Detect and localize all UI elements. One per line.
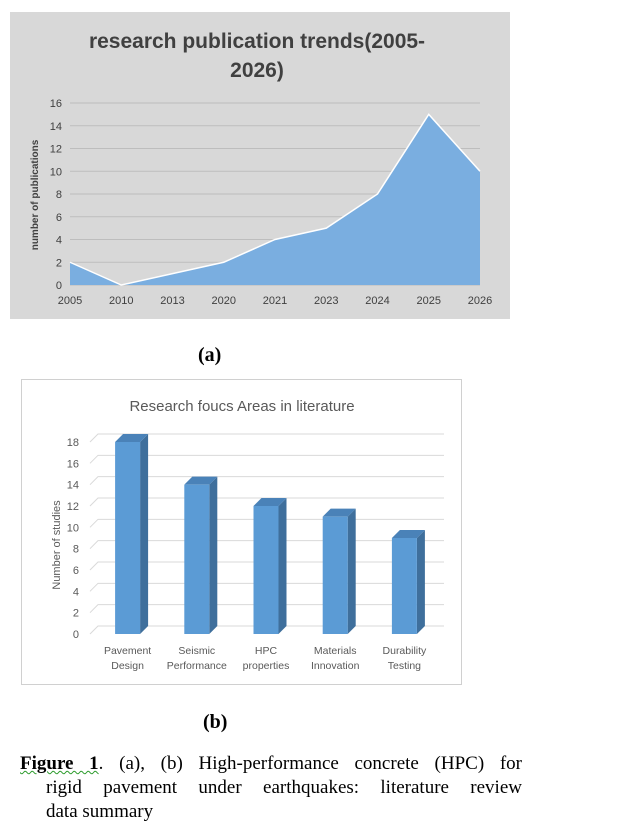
chart-b-bar-top [322, 508, 356, 517]
chart-b-x-tick-label: Testing [388, 660, 421, 672]
chart-b-y-tick-label: 8 [73, 544, 79, 556]
chart-b-y-tick-label: 6 [73, 565, 79, 577]
chart-b-y-tick-label: 0 [73, 629, 79, 641]
chart-b-bar-materials-innovation [322, 508, 356, 634]
chart-b-bar-side [347, 508, 356, 634]
chart-b-bar-top [184, 476, 218, 485]
chart-a-area-line [69, 113, 481, 286]
caption-line-3: data summary [46, 801, 154, 822]
chart-b-bar-top [391, 530, 425, 538]
chart-b-y-tick-label: 12 [67, 501, 79, 513]
chart-b-gridline [89, 476, 444, 486]
chart-b-x-tick-label: properties [243, 660, 290, 672]
chart-b-x-ticks: Pavement Design Seismic Performance HPC prope… [104, 645, 427, 672]
chart-a-y-tick-label: 10 [50, 166, 62, 178]
chart-a: research publication trends(2005- 2026) … [30, 30, 492, 307]
chart-b-x-tick-label: Innovation [311, 660, 360, 672]
chart-b-bar-seismic-performance [184, 476, 218, 634]
chart-b-y-tick-label: 4 [73, 586, 79, 598]
chart-b-y-axis-label: Number of studies [51, 500, 63, 590]
chart-b-bar-side [278, 498, 287, 634]
chart-b-panel: Research foucs Areas in literature 0 2 4 6 8… [21, 379, 462, 685]
chart-a-gridlines [70, 102, 480, 286]
chart-a-y-tick-label: 0 [56, 280, 62, 292]
chart-a-x-tick-label: 2021 [263, 295, 287, 307]
chart-b-x-tick-label: Pavement [104, 645, 151, 657]
chart-b-bar-hpc-properties [253, 498, 287, 634]
chart-b-gridline [89, 497, 444, 507]
chart-a-y-tick-label: 2 [56, 257, 62, 269]
chart-b-bar-durability-testing [391, 530, 425, 634]
chart-b-x-tick-label: Design [111, 660, 144, 672]
chart-a-x-tick-label: 2026 [468, 295, 492, 307]
figure-number: Figure 1 [20, 753, 99, 774]
chart-b-bar-front [115, 442, 141, 634]
chart-b-y-ticks: 0 2 4 6 8 10 12 14 16 18 [67, 437, 79, 641]
chart-a-y-tick-label: 12 [50, 144, 62, 156]
chart-b-y-tick-label: 16 [67, 458, 79, 470]
chart-b-x-tick-label: Performance [167, 660, 227, 672]
chart-b-bar-side [416, 530, 425, 634]
chart-b-x-tick-label: Durability [383, 645, 428, 657]
chart-a-y-tick-label: 4 [56, 235, 62, 247]
chart-a-x-tick-label: 2013 [160, 295, 184, 307]
chart-b-bar-front [322, 516, 348, 634]
chart-b-title: Research foucs Areas in literature [129, 398, 354, 415]
chart-b-x-tick-label: Materials [314, 645, 357, 657]
chart-b-gridline [89, 454, 444, 464]
chart-b-bar-front [391, 538, 417, 634]
chart-a-y-ticks: 0 2 4 6 8 10 12 14 16 [50, 98, 62, 292]
chart-a-x-tick-label: 2020 [212, 295, 236, 307]
chart-b-y-tick-label: 10 [67, 522, 79, 534]
chart-b-x-tick-label: HPC [255, 645, 278, 657]
chart-a-x-tick-label: 2005 [58, 295, 82, 307]
chart-a-title-line-1: research publication trends(2005- [89, 30, 425, 53]
chart-b-bars [115, 434, 425, 634]
chart-a-area-fill [70, 114, 480, 285]
chart-b-bar-top [253, 498, 287, 506]
chart-b-bar-front [184, 484, 210, 634]
chart-b-y-tick-label: 2 [73, 608, 79, 620]
chart-a-y-axis-label: number of publications [30, 139, 41, 250]
chart-a-area-series [69, 113, 481, 286]
chart-a-y-tick-label: 14 [50, 121, 62, 133]
chart-b-bar-top [115, 434, 149, 442]
panel-label-b: (b) [203, 711, 228, 733]
chart-b-y-tick-label: 14 [67, 480, 79, 492]
panel-label-a: (a) [198, 344, 222, 366]
chart-b-bar-side [140, 434, 149, 634]
chart-a-x-tick-label: 2023 [314, 295, 338, 307]
chart-a-x-tick-label: 2025 [417, 295, 441, 307]
chart-b-bar-side [209, 476, 218, 634]
chart-a-x-tick-label: 2024 [365, 295, 389, 307]
chart-a-y-tick-label: 8 [56, 189, 62, 201]
chart-a-x-tick-label: 2010 [109, 295, 133, 307]
chart-b-gridline [89, 433, 444, 443]
chart-b-bar-pavement-design [115, 434, 149, 634]
chart-a-panel: research publication trends(2005- 2026) … [10, 12, 510, 319]
chart-a-x-ticks: 2005 2010 2013 2020 2021 2023 2024 2025 2026 [58, 295, 492, 307]
caption-line-2: rigid pavement under earthquakes: litera… [46, 777, 522, 798]
chart-b-bar-front [253, 506, 279, 634]
chart-b-y-tick-label: 18 [67, 437, 79, 449]
chart-b-x-tick-label: Seismic [178, 645, 215, 657]
chart-a-y-tick-label: 6 [56, 212, 62, 224]
chart-b: Research foucs Areas in literature 0 2 4 6 8… [51, 398, 444, 672]
caption-line-1: . (a), (b) High-performance concrete (HP… [98, 753, 522, 774]
chart-a-y-tick-label: 16 [50, 98, 62, 110]
chart-a-title-line-2: 2026) [230, 59, 284, 82]
figure-caption: Figure 1. (a), (b) High-performance conc… [20, 752, 522, 824]
